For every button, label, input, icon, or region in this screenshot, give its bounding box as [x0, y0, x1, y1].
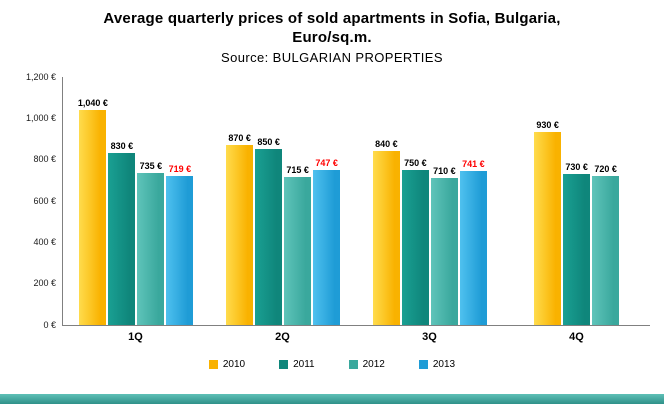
bar-2012-2Q: 715 €: [284, 77, 312, 325]
y-tick-label: 1,200 €: [25, 71, 56, 82]
bar-2013-1Q: 719 €: [166, 77, 194, 325]
bar-rect: [226, 144, 254, 325]
bar-rect: [313, 170, 341, 325]
bar-2011-2Q: 850 €: [255, 77, 283, 325]
bar-value-label: 735 €: [139, 160, 163, 171]
plot-column: 1,040 € 830 € 735 € 719 € 870 € 850 € 715 € 747…: [62, 76, 650, 343]
bar-group-1Q: 1,040 € 830 € 735 € 719 €: [63, 77, 210, 325]
bar-group-4Q: 930 € 730 € 720 €: [503, 77, 650, 325]
bar-value-label: 830 €: [110, 140, 134, 151]
legend-item-2013: 2013: [418, 358, 456, 370]
bar-value-label: 747 €: [315, 158, 338, 169]
legend-swatch: [348, 359, 358, 369]
bar-rect: [79, 109, 107, 325]
bar-2013-3Q: 741 €: [459, 77, 487, 325]
x-axis-label-1Q: 1Q: [128, 330, 143, 343]
bar-2010-4Q: 930 €: [534, 77, 562, 325]
chart-title-line1: Average quarterly prices of sold apartme…: [103, 10, 561, 27]
bar-2010-1Q: 1,040 €: [77, 77, 108, 325]
bar-value-label: 730 €: [565, 161, 588, 172]
bar-2012-4Q: 720 €: [592, 77, 620, 325]
bar-2013-2Q: 747 €: [313, 77, 341, 325]
bar-2011-3Q: 750 €: [401, 77, 429, 325]
y-tick-label: 600 €: [33, 195, 56, 206]
bar-2012-1Q: 735 €: [137, 77, 165, 325]
bar-rect: [563, 173, 591, 325]
bar-rect: [137, 172, 165, 325]
legend: 2010 2011 2012 2013: [0, 359, 664, 370]
bar-value-label: 1,040 €: [77, 97, 108, 108]
bar-rect: [401, 169, 429, 325]
bar-value-label: 870 €: [228, 132, 251, 143]
footer-strip: [0, 394, 664, 404]
chart-title-line2: Euro/sq.m.: [292, 28, 372, 46]
legend-item-2012: 2012: [348, 358, 385, 370]
y-tick-label: 200 €: [33, 278, 56, 289]
bar-value-label: 930 €: [536, 120, 559, 131]
x-axis: 1Q 2Q 3Q 4Q: [62, 326, 650, 343]
bar-value-label: 741 €: [462, 159, 485, 170]
legend-label: 2010: [222, 358, 246, 370]
chart-title-block: Average quarterly prices of sold apartme…: [0, 0, 664, 65]
x-axis-label-4Q: 4Q: [569, 330, 584, 343]
x-axis-label-2Q: 2Q: [275, 330, 290, 343]
bar-rect: [592, 175, 620, 325]
legend-label: 2012: [362, 358, 385, 370]
bar-2010-3Q: 840 €: [372, 77, 400, 325]
bar-rect: [534, 132, 562, 325]
legend-label: 2013: [432, 358, 456, 370]
bar-2011-1Q: 830 €: [108, 77, 136, 325]
y-tick-label: 800 €: [33, 154, 56, 165]
bar-value-label: 719 €: [168, 163, 192, 174]
bar-2012-3Q: 710 €: [430, 77, 458, 325]
bar-rect: [459, 171, 487, 325]
bar-value-label: 720 €: [594, 163, 617, 174]
x-axis-label-3Q: 3Q: [422, 330, 437, 343]
bar-rect: [372, 150, 400, 325]
bar-rect: [166, 175, 194, 325]
y-axis: 1,200 € 1,000 € 800 € 600 € 400 € 200 € 0 €: [10, 72, 62, 330]
bar-value-label: 840 €: [375, 138, 398, 149]
bar-value-label: 710 €: [433, 165, 456, 176]
y-tick-label: 1,000 €: [25, 112, 56, 123]
bar-2010-2Q: 870 €: [226, 77, 254, 325]
plot-area: 1,040 € 830 € 735 € 719 € 870 € 850 € 715 € 747…: [62, 76, 650, 326]
y-tick-label: 0 €: [43, 319, 56, 330]
legend-item-2010: 2010: [208, 358, 246, 370]
legend-item-2011: 2011: [279, 359, 315, 370]
chart-source: Source: BULGARIAN PROPERTIES: [221, 49, 443, 65]
bar-value-label: 715 €: [286, 164, 309, 175]
bar-rect: [284, 176, 312, 325]
bar-value-label: 750 €: [404, 157, 427, 168]
bar-value-label: 850 €: [257, 136, 280, 147]
bar-group-3Q: 840 € 750 € 710 € 741 €: [357, 77, 504, 325]
bar-2011-4Q: 730 €: [563, 77, 591, 325]
bar-group-2Q: 870 € 850 € 715 € 747 €: [210, 77, 357, 325]
bar-rect: [255, 148, 283, 325]
y-tick-label: 400 €: [33, 236, 56, 247]
legend-label: 2011: [293, 358, 315, 370]
chart-area: 1,200 € 1,000 € 800 € 600 € 400 € 200 € 0 € 1,…: [10, 72, 650, 343]
legend-swatch: [208, 359, 218, 369]
legend-swatch: [279, 359, 289, 369]
bar-rect: [430, 177, 458, 325]
legend-swatch: [418, 359, 428, 369]
bar-rect: [108, 152, 136, 325]
